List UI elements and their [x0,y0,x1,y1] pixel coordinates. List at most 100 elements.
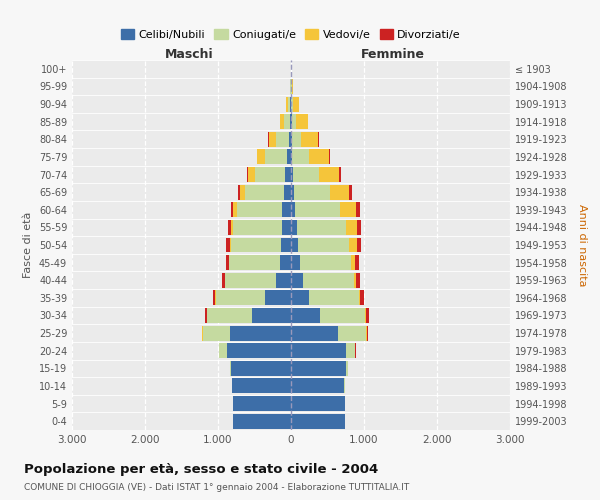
Legend: Celibi/Nubili, Coniugati/e, Vedovi/e, Divorziati/e: Celibi/Nubili, Coniugati/e, Vedovi/e, Di… [116,25,466,44]
Bar [308,150,329,164]
Bar [366,308,369,323]
Bar [291,132,292,147]
Bar [230,238,231,252]
Bar [365,308,366,323]
Y-axis label: Fasce di età: Fasce di età [23,212,33,278]
Text: Maschi: Maschi [164,48,213,61]
Bar [203,326,230,340]
Bar [292,114,296,129]
Bar [207,308,253,323]
Bar [284,114,290,129]
Bar [302,273,354,287]
Bar [291,220,297,235]
Bar [231,361,291,376]
Bar [351,255,355,270]
Bar [355,255,359,270]
Bar [280,255,291,270]
Bar [257,150,265,164]
Bar [231,238,281,252]
Bar [293,96,299,112]
Bar [227,343,291,358]
Bar [356,202,359,218]
Bar [291,255,300,270]
Bar [254,167,285,182]
Bar [356,273,361,287]
Bar [228,220,231,235]
Bar [205,308,206,323]
Bar [226,238,230,252]
Bar [346,361,349,376]
Bar [291,273,302,287]
Bar [219,343,227,358]
Bar [290,114,291,129]
Bar [233,202,237,218]
Bar [291,361,346,376]
Text: COMUNE DI CHIOGGIA (VE) - Dati ISTAT 1° gennaio 2004 - Elaborazione TUTTITALIA.I: COMUNE DI CHIOGGIA (VE) - Dati ISTAT 1° … [24,484,409,492]
Bar [300,255,351,270]
Bar [291,150,292,164]
Bar [238,184,240,200]
Bar [245,184,284,200]
Bar [213,290,215,306]
Bar [277,273,291,287]
Bar [298,238,349,252]
Bar [231,220,233,235]
Bar [291,326,338,340]
Bar [320,308,365,323]
Bar [287,150,291,164]
Bar [356,238,361,252]
Text: Popolazione per età, sesso e stato civile - 2004: Popolazione per età, sesso e stato civil… [24,462,378,475]
Bar [248,167,254,182]
Bar [269,132,276,147]
Bar [346,343,355,358]
Bar [367,326,368,340]
Bar [229,255,280,270]
Bar [291,290,309,306]
Bar [289,132,291,147]
Bar [331,184,349,200]
Bar [265,290,291,306]
Bar [237,202,282,218]
Bar [301,132,318,147]
Bar [339,167,341,182]
Bar [358,220,361,235]
Bar [240,184,245,200]
Bar [349,184,352,200]
Bar [291,167,293,182]
Bar [295,202,340,218]
Bar [265,150,287,164]
Bar [280,114,284,129]
Bar [354,273,356,287]
Bar [291,414,345,428]
Bar [281,220,291,235]
Bar [361,290,364,306]
Bar [216,290,265,306]
Bar [292,132,301,147]
Bar [319,167,339,182]
Bar [288,96,290,112]
Bar [233,414,291,428]
Bar [231,202,233,218]
Y-axis label: Anni di nascita: Anni di nascita [577,204,587,286]
Bar [223,273,225,287]
Bar [292,150,308,164]
Bar [276,132,289,147]
Bar [253,308,291,323]
Bar [359,290,361,306]
Bar [346,220,358,235]
Bar [281,238,291,252]
Bar [291,202,295,218]
Bar [226,255,229,270]
Bar [349,238,356,252]
Bar [297,220,346,235]
Bar [230,326,291,340]
Bar [282,202,291,218]
Bar [291,343,346,358]
Bar [230,361,231,376]
Bar [329,150,330,164]
Bar [286,96,288,112]
Text: Femmine: Femmine [361,48,425,61]
Bar [247,167,248,182]
Bar [292,79,293,94]
Bar [292,96,293,112]
